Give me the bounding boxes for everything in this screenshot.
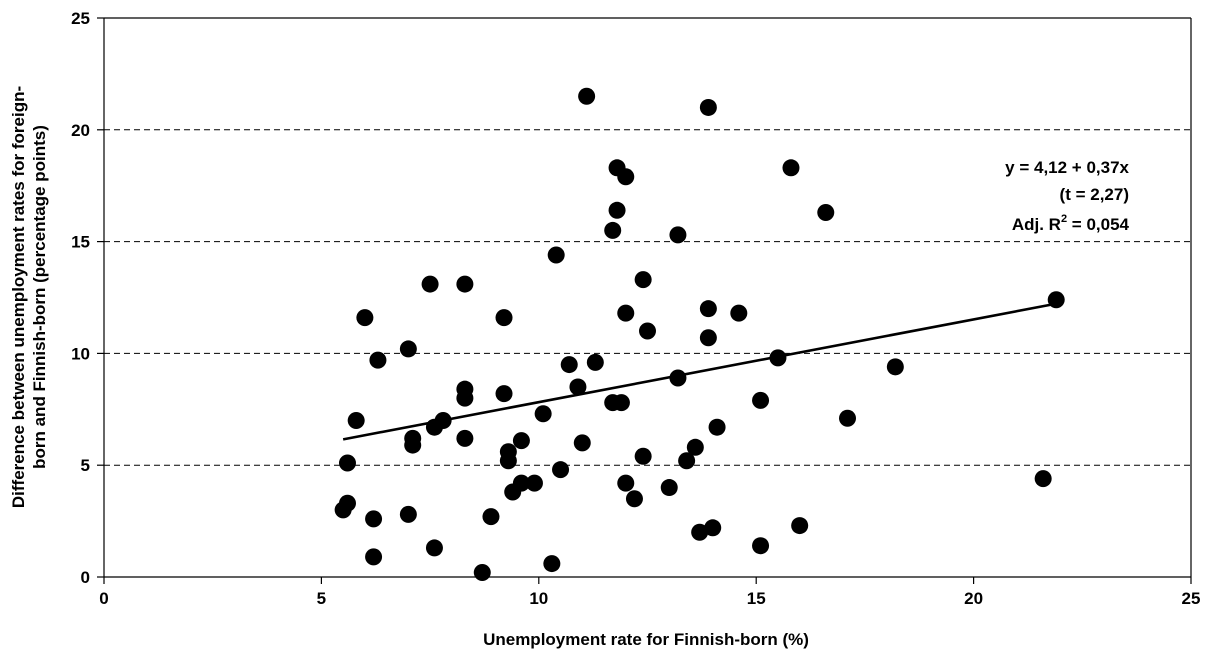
annotation-r-prefix: Adj. R xyxy=(1012,215,1061,234)
data-point xyxy=(608,201,626,219)
data-point xyxy=(678,452,696,470)
data-point xyxy=(669,226,687,244)
data-point xyxy=(495,385,513,403)
data-point xyxy=(817,204,835,222)
data-point xyxy=(634,271,652,289)
data-point xyxy=(1034,470,1052,488)
data-point xyxy=(699,329,717,347)
data-point xyxy=(482,508,500,526)
data-point xyxy=(365,510,383,528)
x-axis-ticks: 0 5 10 15 20 25 xyxy=(99,577,1200,608)
data-point xyxy=(660,479,678,497)
annotation-equation: y = 4,12 + 0,37x xyxy=(1005,158,1129,177)
regression-line xyxy=(342,301,1061,441)
x-tick-label: 25 xyxy=(1182,589,1201,608)
data-point xyxy=(886,358,904,376)
gridlines xyxy=(104,17,1191,466)
data-point xyxy=(639,322,656,340)
data-point xyxy=(704,519,722,537)
data-point xyxy=(839,409,857,427)
data-point xyxy=(421,275,439,293)
data-point xyxy=(534,405,552,423)
data-point xyxy=(612,394,630,412)
data-point xyxy=(617,168,635,186)
annotation-r-sup: 2 xyxy=(1061,213,1067,225)
y-axis-title: Difference between unemployment rates fo… xyxy=(9,86,49,508)
data-point xyxy=(338,494,356,512)
data-point xyxy=(686,438,704,456)
data-point xyxy=(752,537,770,555)
x-tick-label: 15 xyxy=(747,589,766,608)
data-point xyxy=(586,353,604,371)
y-tick-label: 5 xyxy=(81,456,90,475)
data-points xyxy=(334,87,1065,582)
data-point xyxy=(617,304,635,322)
annotation-r-squared: Adj. R2 = 0,054 xyxy=(1012,213,1130,234)
data-point xyxy=(752,391,770,409)
data-point xyxy=(560,356,578,374)
y-tick-label: 0 xyxy=(81,568,90,587)
data-point xyxy=(708,418,726,436)
trendline-group xyxy=(342,301,1061,441)
data-point xyxy=(525,474,543,492)
data-point xyxy=(569,378,587,396)
data-point xyxy=(425,539,443,557)
axes xyxy=(103,17,1192,578)
data-point xyxy=(699,98,717,116)
data-point xyxy=(456,389,474,407)
y-axis-ticks: 0 5 10 15 20 25 xyxy=(71,9,104,587)
data-point xyxy=(365,548,383,566)
data-point xyxy=(578,87,596,105)
x-axis-title: Unemployment rate for Finnish-born (%) xyxy=(483,630,809,649)
data-point xyxy=(791,517,809,535)
data-point xyxy=(782,159,800,177)
data-point xyxy=(404,436,422,454)
data-point xyxy=(399,505,417,523)
data-point xyxy=(512,432,530,450)
x-tick-label: 20 xyxy=(964,589,983,608)
x-tick-label: 0 xyxy=(99,589,108,608)
data-point xyxy=(543,555,561,573)
data-point xyxy=(456,275,474,293)
annotation-t-stat: (t = 2,27) xyxy=(1060,185,1129,204)
data-point xyxy=(699,300,717,318)
data-point xyxy=(456,429,474,447)
data-point xyxy=(634,447,652,465)
regression-annotation: y = 4,12 + 0,37x (t = 2,27) Adj. R2 = 0,… xyxy=(1005,158,1129,234)
y-axis-title-line-1: Difference between unemployment rates fo… xyxy=(9,86,28,508)
y-axis-title-line-2: born and Finnish-born (percentage points… xyxy=(30,125,49,469)
data-point xyxy=(617,474,635,492)
data-point xyxy=(691,523,709,541)
y-tick-label: 25 xyxy=(71,9,90,28)
data-point xyxy=(495,309,513,327)
data-point xyxy=(730,304,748,322)
data-point xyxy=(338,454,356,472)
data-point xyxy=(573,434,591,452)
data-point xyxy=(547,246,565,264)
annotation-r-suffix: = 0,054 xyxy=(1067,215,1129,234)
y-tick-label: 10 xyxy=(71,344,90,363)
data-point xyxy=(499,452,517,470)
y-tick-label: 20 xyxy=(71,121,90,140)
x-tick-label: 5 xyxy=(317,589,326,608)
data-point xyxy=(512,474,530,492)
data-point xyxy=(552,461,570,479)
data-point xyxy=(356,309,374,327)
data-point xyxy=(369,351,387,369)
data-point xyxy=(473,564,491,582)
data-point xyxy=(347,411,365,429)
x-tick-label: 10 xyxy=(529,589,548,608)
data-point xyxy=(625,490,643,508)
data-point xyxy=(604,221,622,239)
data-point xyxy=(399,340,417,358)
y-tick-label: 15 xyxy=(71,233,90,252)
